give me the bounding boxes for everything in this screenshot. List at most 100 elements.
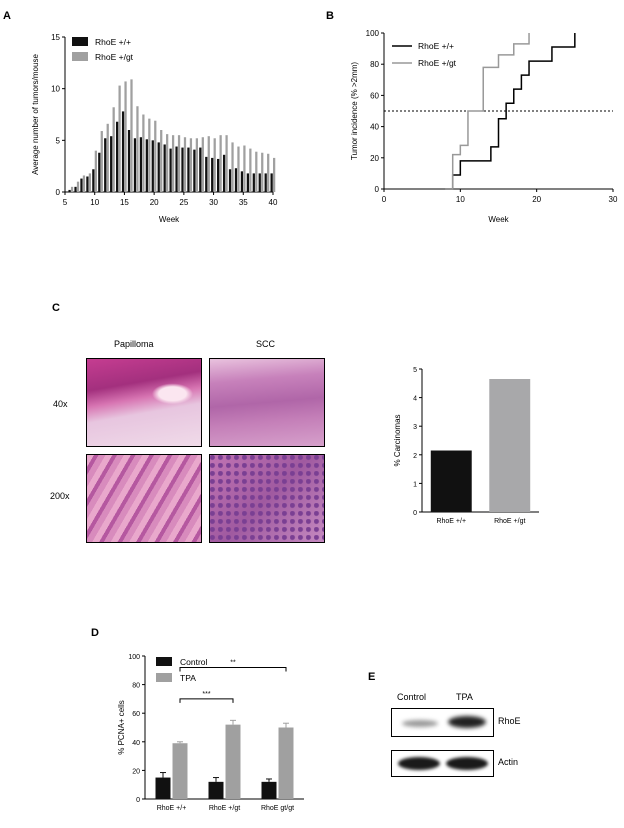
y-tick-label: 15 bbox=[51, 33, 60, 42]
y-axis-title: Average number of tumors/mouse bbox=[31, 54, 40, 175]
bar bbox=[98, 152, 101, 192]
bar bbox=[219, 135, 222, 192]
bar bbox=[100, 131, 103, 192]
blot-actin bbox=[391, 750, 494, 777]
panel-label-b: B bbox=[326, 10, 334, 22]
bar bbox=[118, 85, 121, 192]
blot-band-actin-tpa bbox=[446, 757, 488, 770]
bar bbox=[151, 140, 154, 192]
chart-c-carcinomas: 0 1 2 3 4 5 RhoE +/+ RhoE +/gt % Carcinomas bbox=[393, 367, 539, 525]
bar bbox=[183, 137, 187, 192]
x-tick-label: RhoE +/gt bbox=[209, 805, 240, 812]
histology-col-scc: SCC bbox=[256, 339, 276, 349]
bar bbox=[193, 149, 196, 192]
y-tick-label: 0 bbox=[136, 797, 140, 804]
y-tick-label: 80 bbox=[132, 683, 140, 690]
bar bbox=[261, 152, 264, 192]
bar bbox=[211, 157, 214, 192]
y-tick-label: 5 bbox=[56, 136, 61, 145]
legend-swatch bbox=[72, 37, 88, 46]
bar bbox=[199, 147, 202, 192]
blot-lane-tpa: TPA bbox=[456, 692, 473, 702]
bar bbox=[136, 106, 139, 192]
bar bbox=[255, 151, 258, 192]
histology-row-200x: 200x bbox=[50, 491, 70, 501]
significance-bracket bbox=[179, 698, 234, 703]
legend-label: RhoE +/+ bbox=[95, 37, 131, 47]
bar bbox=[189, 138, 193, 192]
bar bbox=[267, 153, 270, 192]
x-axis-title: Week bbox=[488, 215, 509, 224]
x-tick-label: 0 bbox=[382, 195, 387, 204]
series-step-line bbox=[445, 33, 576, 190]
x-tick-label: RhoE +/+ bbox=[436, 518, 466, 525]
bar bbox=[124, 81, 127, 192]
significance-bracket bbox=[179, 666, 287, 672]
y-tick-label: 60 bbox=[370, 91, 379, 100]
histology-image-scc-200x bbox=[209, 454, 325, 543]
y-axis-title: Tumor incidence (% >2mm) bbox=[350, 62, 359, 161]
legend-swatch bbox=[72, 52, 88, 61]
bar bbox=[240, 171, 244, 192]
y-tick-label: 3 bbox=[413, 424, 417, 431]
bar bbox=[82, 175, 86, 192]
bar bbox=[171, 135, 175, 192]
panel-label-c: C bbox=[52, 302, 60, 314]
y-tick-label: 20 bbox=[370, 154, 379, 163]
x-tick-label: 20 bbox=[150, 198, 159, 207]
bar bbox=[261, 781, 277, 799]
bar bbox=[172, 743, 188, 799]
legend-label: RhoE +/gt bbox=[418, 58, 457, 68]
significance-label: *** bbox=[202, 691, 210, 698]
y-axis-title: % Carcinomas bbox=[393, 414, 402, 466]
bar bbox=[237, 146, 240, 192]
y-tick-label: 100 bbox=[128, 654, 140, 661]
bar bbox=[127, 130, 131, 192]
bar bbox=[163, 144, 166, 192]
bar bbox=[130, 79, 133, 192]
x-tick-label: 40 bbox=[269, 198, 278, 207]
bar bbox=[278, 727, 294, 799]
y-tick-label: 0 bbox=[56, 188, 61, 197]
y-tick-label: 4 bbox=[413, 396, 417, 403]
y-tick-label: 100 bbox=[366, 29, 380, 38]
bar bbox=[133, 138, 137, 192]
legend-label: RhoE +/gt bbox=[95, 52, 134, 62]
bar bbox=[142, 114, 145, 192]
y-tick-label: 0 bbox=[413, 510, 417, 517]
y-tick-label: 0 bbox=[375, 185, 380, 194]
bar bbox=[273, 157, 276, 192]
bar bbox=[86, 176, 89, 192]
y-tick-label: 40 bbox=[132, 740, 140, 747]
bar bbox=[80, 178, 83, 192]
bar bbox=[74, 186, 77, 192]
chart-b-tumor-incidence: 0 20 40 60 80 100 0 10 20 30 Week Tumor incidence (… bbox=[350, 29, 618, 224]
x-tick-label: 30 bbox=[209, 198, 218, 207]
bar bbox=[207, 136, 210, 192]
bar bbox=[145, 139, 148, 192]
bar bbox=[112, 107, 115, 192]
legend-label: Control bbox=[180, 657, 208, 667]
bar bbox=[205, 156, 208, 192]
bar bbox=[70, 186, 74, 192]
y-tick-label: 80 bbox=[370, 60, 379, 69]
bar bbox=[208, 781, 224, 799]
x-tick-label: 25 bbox=[179, 198, 188, 207]
bar bbox=[489, 379, 531, 512]
blot-band-rhoe-tpa bbox=[448, 716, 486, 728]
x-tick-label: RhoE gt/gt bbox=[261, 805, 294, 812]
bar bbox=[228, 169, 232, 192]
bar bbox=[148, 118, 151, 192]
bar bbox=[231, 142, 234, 192]
bar bbox=[76, 181, 80, 192]
bar bbox=[246, 173, 249, 192]
x-tick-label: 35 bbox=[239, 198, 248, 207]
bar bbox=[234, 168, 238, 192]
bar bbox=[225, 135, 228, 192]
x-tick-label: 30 bbox=[609, 195, 618, 204]
bar bbox=[110, 136, 113, 192]
bar bbox=[249, 148, 252, 192]
bar bbox=[243, 145, 246, 192]
